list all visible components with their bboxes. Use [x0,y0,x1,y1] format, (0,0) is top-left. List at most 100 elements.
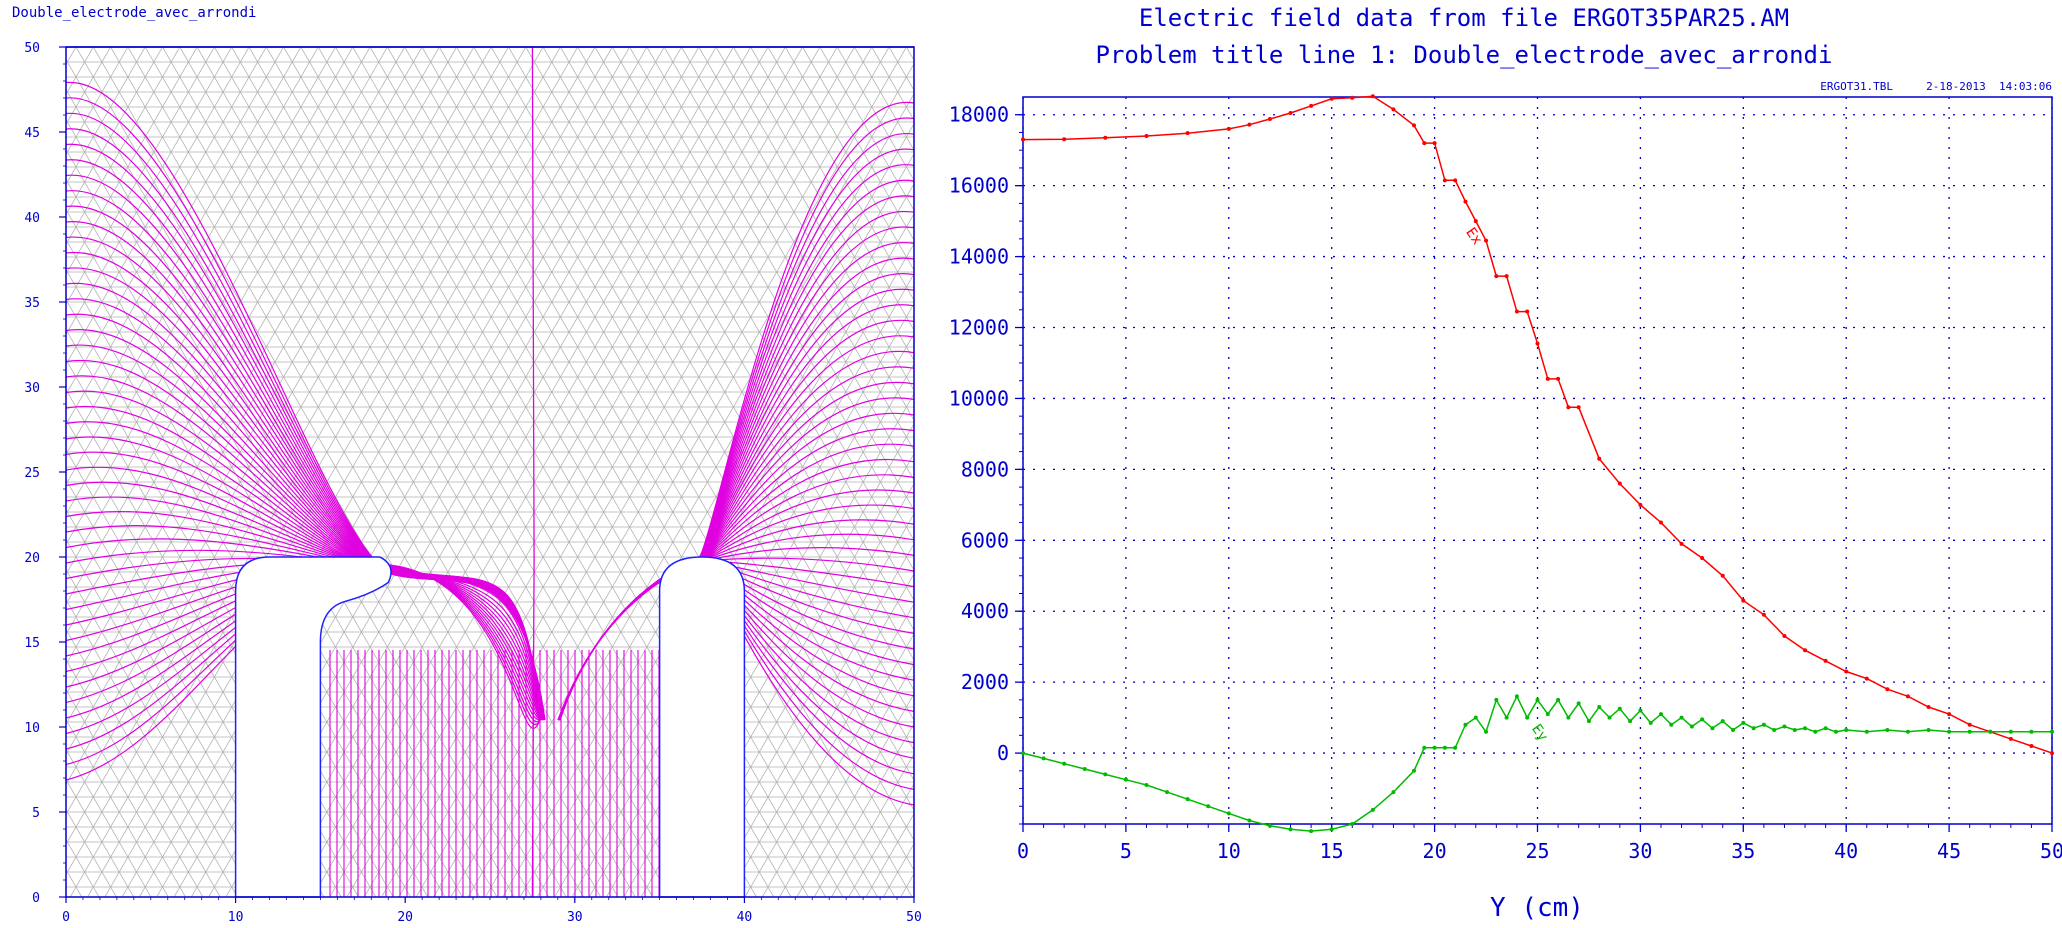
x-tick-label: 20 [1423,839,1447,863]
series-label-Ex: Ex [1462,225,1485,248]
y-tick-label: 12000 [949,316,1009,340]
data-point-Ey [1679,715,1684,720]
data-point-Ey [1741,720,1746,725]
data-point-Ey [1206,804,1211,809]
data-point-Ex [1062,137,1067,142]
data-point-Ey [1473,715,1478,720]
data-point-Ey [1514,694,1519,699]
x-tick-label: 50 [906,910,922,925]
data-point-Ey [1628,719,1633,724]
data-point-Ey [1792,728,1797,733]
data-point-Ey [1967,729,1972,734]
data-point-Ey [1617,706,1622,711]
x-tick-label: 25 [1525,839,1549,863]
data-point-Ex [1545,376,1550,381]
data-point-Ex [1782,634,1787,639]
y-tick-label: 6000 [961,528,1009,552]
y-tick-label: 14000 [949,245,1009,269]
data-point-Ex [1947,712,1952,717]
data-point-Ex [1658,520,1663,525]
data-point-Ex [1350,95,1355,100]
data-point-Ey [1833,729,1838,734]
data-point-Ex [1309,103,1314,108]
plot-frame [1022,96,2053,825]
data-point-Ex [1926,704,1931,709]
data-point-Ey [1576,701,1581,706]
series-line-Ey [1022,694,2052,832]
data-point-Ey [1226,811,1231,816]
data-point-Ex [1514,309,1519,314]
data-point-Ey [1844,728,1849,733]
chart-grid [1022,97,2053,824]
data-point-Ex [2029,743,2034,748]
x-tick-label: 50 [2040,839,2062,863]
y-tick-label: 18000 [949,103,1009,127]
data-point-Ey [1463,722,1468,727]
y-tick-label: 30 [24,381,40,396]
chart-subtitle: Problem title line 1: Double_electrode_a… [1096,41,1833,69]
data-point-Ex [1021,137,1025,142]
data-point-Ey [2029,729,2034,734]
series-line-Ex [1022,95,2053,754]
data-point-Ey [1761,722,1766,727]
data-point-Ey [1329,827,1334,832]
data-point-Ey [1103,772,1108,777]
y-tick-label: 20 [24,551,40,566]
data-point-Ey [2050,729,2054,734]
data-point-Ex [1494,274,1499,279]
data-point-Ey [1751,726,1756,731]
y-tick-label: 10 [24,721,40,736]
data-point-Ex [1597,456,1602,461]
x-tick-label: 0 [62,910,70,925]
y-tick-label: 4000 [961,599,1009,623]
data-point-Ex [2008,736,2013,741]
x-tick-label: 45 [1937,839,1961,863]
data-point-Ey [1823,726,1828,731]
data-point-Ey [1813,729,1818,734]
y-tick-label: 40 [24,211,40,226]
data-point-Ex [1267,116,1272,121]
data-point-Ey [1082,767,1087,772]
x-tick-label: 10 [1217,839,1241,863]
data-point-Ey [1586,719,1591,724]
data-point-Ey [1432,745,1437,750]
data-point-Ey [1041,756,1046,761]
data-point-Ex [1967,722,1972,727]
data-point-Ey [1782,724,1787,729]
data-point-Ex [1905,694,1910,699]
data-point-Ey [1391,790,1396,795]
y-tick-label: 2000 [961,670,1009,694]
x-tick-label: 15 [1320,839,1344,863]
left-electrode [234,556,392,898]
data-point-Ex [1741,598,1746,603]
y-tick-label: 45 [24,126,40,141]
data-point-Ex [1226,126,1231,131]
data-point-Ey [1638,708,1643,713]
data-point-Ey [1700,717,1705,722]
data-point-Ey [1885,728,1890,733]
y-tick-label: 35 [24,296,40,311]
chart-series: Ex Ey [1021,94,2054,834]
y-tick-label: 5 [32,806,40,821]
right-electrode [658,556,746,898]
data-point-Ex [1422,141,1427,146]
data-point-Ey [1185,797,1190,802]
data-point-Ey [1905,729,1910,734]
data-point-Ex [1185,131,1190,136]
data-point-Ex [1566,405,1571,410]
data-point-Ex [1453,178,1458,183]
field-map-panel: Double_electrode_avec_arrondi 0 10 20 30 40 5… [12,5,922,925]
contour-line-center [531,46,535,898]
data-point-Ex [1103,135,1108,140]
x-tick-label: 40 [737,910,753,925]
data-point-Ex [1525,309,1530,314]
data-point-Ey [1247,818,1252,823]
data-point-Ey [1710,726,1715,731]
triangular-mesh [66,47,914,897]
data-point-Ex [1535,341,1540,346]
data-point-Ex [1442,178,1447,183]
contour-line-left [66,81,546,721]
data-point-Ex [1700,556,1705,561]
data-point-Ex [1144,134,1149,139]
data-point-Ey [1484,729,1489,734]
